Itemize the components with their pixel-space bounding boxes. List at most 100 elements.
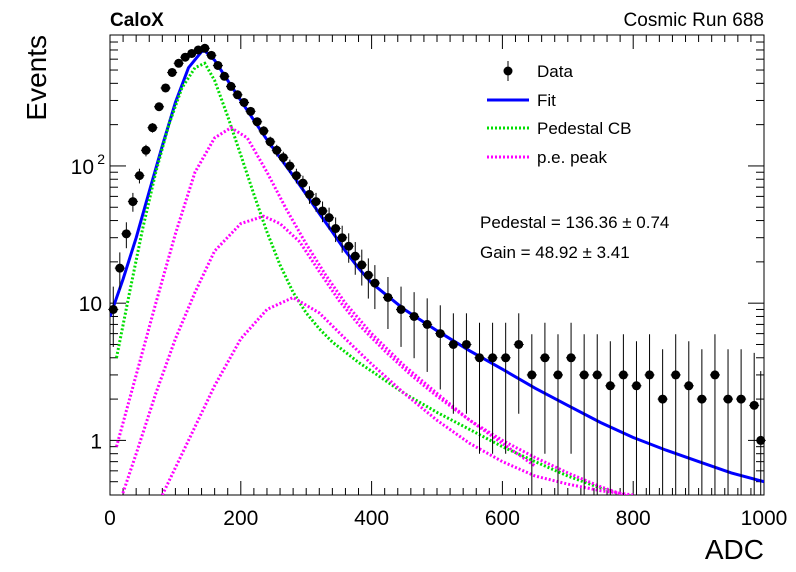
data-point	[422, 319, 432, 329]
data-point	[697, 394, 707, 404]
data-point	[448, 339, 458, 349]
data-point	[259, 126, 269, 136]
x-axis-label: ADC	[705, 534, 764, 565]
legend-label-pedestal: Pedestal CB	[537, 119, 632, 138]
data-point	[331, 224, 341, 234]
y-axis-label: Events	[21, 35, 52, 121]
data-point	[553, 370, 563, 380]
legend-data-marker	[503, 66, 513, 76]
data-point	[337, 233, 347, 243]
data-point	[246, 106, 256, 116]
data-point	[115, 263, 125, 273]
data-point	[121, 229, 131, 239]
y-tick-label: 10	[79, 293, 102, 316]
data-point	[128, 197, 138, 207]
curve-p-e-peak-3	[115, 125, 536, 468]
data-point	[148, 123, 158, 133]
data-point	[167, 67, 177, 77]
data-point	[749, 400, 759, 410]
data-point	[409, 311, 419, 321]
data-point	[370, 278, 380, 288]
data-point	[645, 370, 655, 380]
data-point	[200, 43, 210, 53]
y-tick-label: 1	[90, 430, 102, 453]
plot-frame	[109, 34, 765, 496]
data-point	[605, 381, 615, 391]
data-point	[631, 381, 641, 391]
data-point	[154, 102, 164, 112]
data-point	[141, 145, 151, 155]
data-point	[324, 213, 334, 223]
data-point	[206, 50, 216, 60]
data-point	[219, 71, 229, 81]
curve-fit-1	[110, 49, 764, 484]
data-point	[566, 353, 576, 363]
x-tick-label: 200	[223, 507, 258, 530]
data-point	[291, 171, 301, 181]
axis-ticks	[109, 34, 765, 496]
x-tick-label: 0	[104, 507, 116, 530]
curve-p-e-peak-5	[160, 295, 634, 495]
data-point	[285, 161, 295, 171]
y-tick-label: 10	[71, 156, 94, 179]
data-point	[658, 394, 668, 404]
curves	[110, 49, 764, 495]
curve-pedestal-cb-2	[115, 61, 629, 495]
data-point	[350, 251, 360, 261]
data-point	[756, 435, 766, 445]
y-tick-label-exponent: 2	[97, 151, 105, 167]
data-point	[383, 292, 393, 302]
legend-entry-data: Data	[503, 61, 573, 81]
data-point	[161, 83, 171, 93]
data-point	[233, 90, 243, 100]
data-point	[180, 52, 190, 62]
data-point	[278, 153, 288, 163]
data-point	[272, 145, 282, 155]
data-point	[736, 394, 746, 404]
data-point	[357, 260, 367, 270]
data-point	[396, 304, 406, 314]
data-point	[618, 370, 628, 380]
data-point	[592, 370, 602, 380]
data-point	[475, 353, 485, 363]
data-point	[226, 81, 236, 91]
x-tick-label: 800	[616, 507, 651, 530]
legend-entry-pedestal: Pedestal CB	[487, 119, 632, 138]
data-point	[684, 381, 694, 391]
data-point	[108, 304, 118, 314]
data-point	[134, 171, 144, 181]
data-point	[527, 370, 537, 380]
legend: Data Fit Pedestal CB p.e. peak	[487, 61, 632, 167]
data-point	[540, 353, 550, 363]
data-point	[710, 370, 720, 380]
data-point	[363, 270, 373, 280]
data-point	[239, 97, 249, 107]
legend-entry-pe-peak: p.e. peak	[487, 148, 607, 167]
data-point	[723, 394, 733, 404]
pedestal-result: Pedestal = 136.36 ± 0.74	[480, 213, 669, 232]
data-point	[298, 178, 308, 188]
curve-p-e-peak-4	[120, 214, 629, 495]
data-point	[514, 339, 524, 349]
legend-label-data: Data	[537, 62, 573, 81]
run-label: Cosmic Run 688	[624, 10, 764, 31]
experiment-label: CaloX	[110, 10, 164, 31]
data-point	[213, 60, 223, 70]
data-point	[265, 137, 275, 147]
x-tick-label: 600	[485, 507, 520, 530]
x-tick-label: 1000	[741, 507, 788, 530]
data-points	[108, 43, 766, 495]
data-point	[344, 241, 354, 251]
data-point	[579, 370, 589, 380]
legend-entry-fit: Fit	[487, 91, 556, 110]
x-tick-label: 400	[354, 507, 389, 530]
data-point	[488, 353, 498, 363]
data-point	[174, 58, 184, 68]
data-point	[461, 339, 471, 349]
data-point	[252, 117, 262, 127]
data-point	[435, 329, 445, 339]
data-point	[318, 206, 328, 216]
gain-result: Gain = 48.92 ± 3.41	[480, 243, 630, 262]
